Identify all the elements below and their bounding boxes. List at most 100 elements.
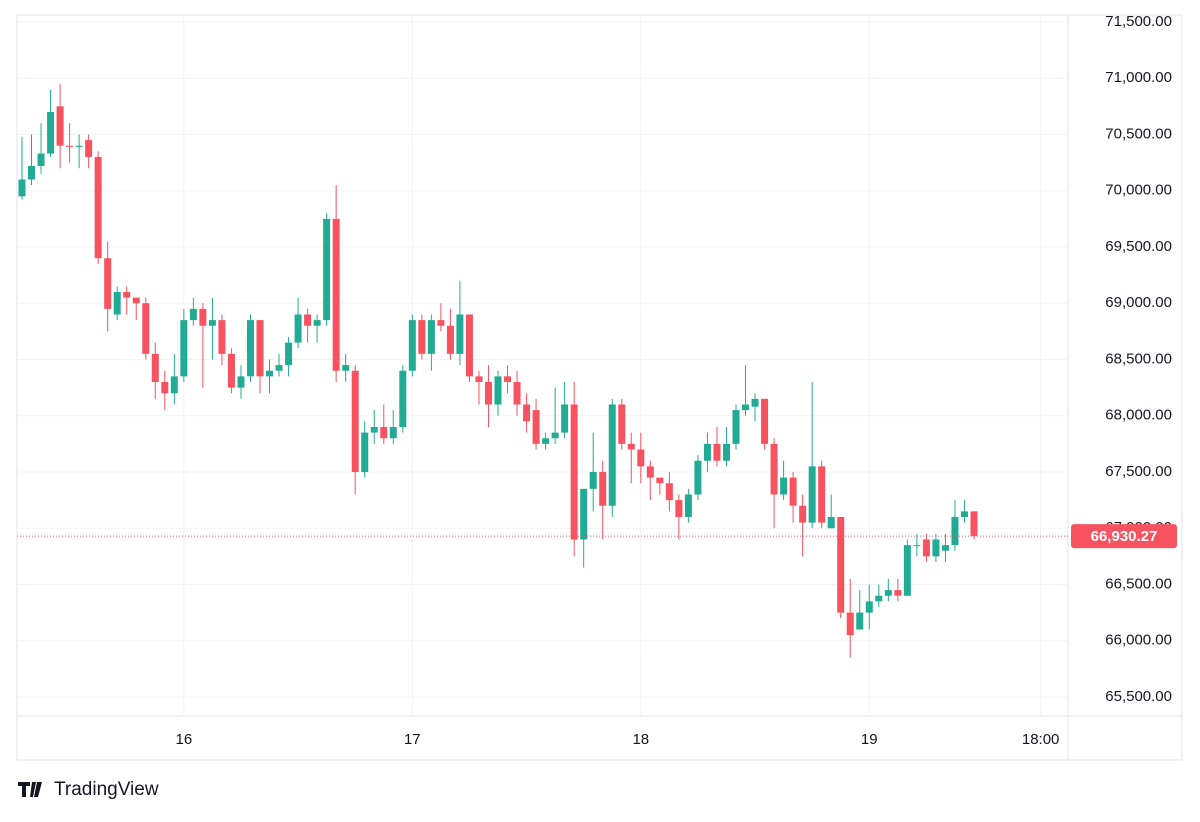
- candle-body: [494, 376, 502, 405]
- candle-body: [180, 320, 188, 377]
- candle-body: [37, 153, 45, 166]
- candle-body: [570, 404, 578, 540]
- candle-body: [913, 545, 921, 547]
- y-tick-label: 66,000.00: [1105, 632, 1172, 649]
- candle-body: [161, 381, 169, 394]
- candle-body: [18, 179, 26, 197]
- candle-body: [722, 443, 730, 461]
- candle-body: [599, 471, 607, 506]
- candle-body: [370, 426, 378, 433]
- candle-body: [113, 291, 121, 315]
- candle-body: [389, 426, 397, 439]
- candle-body: [523, 404, 531, 422]
- candle-body: [789, 477, 797, 506]
- y-tick-label: 67,500.00: [1105, 463, 1172, 480]
- candle-body: [380, 426, 388, 439]
- candle-body: [123, 291, 131, 298]
- candle-body: [665, 483, 673, 501]
- candle-body: [846, 612, 854, 636]
- candle-body: [932, 539, 940, 557]
- candle-body: [827, 516, 835, 529]
- candle-body: [960, 511, 968, 517]
- candle-body: [427, 320, 435, 354]
- candle-body: [151, 353, 159, 382]
- candle-body: [285, 342, 293, 366]
- candle-body: [694, 460, 702, 495]
- candle-body: [865, 601, 873, 613]
- candle-body: [894, 590, 902, 596]
- candle-body: [475, 376, 483, 382]
- candle-body: [142, 303, 150, 354]
- last-price-box: [1071, 524, 1177, 549]
- candle-body: [484, 381, 492, 405]
- candle-body: [256, 320, 264, 377]
- candle-body: [437, 320, 445, 326]
- y-tick-label: 69,500.00: [1105, 238, 1172, 255]
- candle-body: [837, 516, 845, 613]
- candle-body: [418, 320, 426, 354]
- candle-body: [237, 376, 245, 388]
- candle-body: [903, 545, 911, 596]
- candle-body: [799, 505, 807, 523]
- candle-body: [104, 258, 112, 309]
- candle-body: [342, 365, 350, 371]
- candle-body: [941, 545, 949, 551]
- y-tick-label: 65,500.00: [1105, 688, 1172, 705]
- candle-body: [170, 376, 178, 394]
- candle-body: [656, 477, 664, 484]
- logo: [18, 782, 42, 797]
- frame: [16, 14, 1183, 761]
- candle-body: [713, 443, 721, 461]
- y-tick-label: 71,000.00: [1105, 69, 1172, 86]
- candle-body: [646, 466, 654, 478]
- x-tick-label: 19: [861, 731, 878, 748]
- candle-body: [780, 477, 788, 495]
- candle-body: [227, 353, 235, 388]
- x-tick-label: 18: [632, 731, 649, 748]
- candle-body: [542, 438, 550, 444]
- candle-body: [732, 410, 740, 444]
- candle-body: [361, 432, 369, 472]
- candle-body: [637, 449, 645, 467]
- candle-body: [56, 106, 64, 146]
- x-tick-label: 17: [404, 731, 421, 748]
- y-tick-label: 68,500.00: [1105, 350, 1172, 367]
- candle-body: [199, 308, 207, 326]
- candle-body: [456, 314, 464, 354]
- candle-body: [465, 314, 473, 377]
- candle-body: [75, 145, 83, 147]
- candle-body: [351, 370, 359, 472]
- y-tick-label: 70,000.00: [1105, 182, 1172, 199]
- candle-body: [66, 145, 74, 147]
- candle-body: [589, 471, 597, 489]
- candle-body: [304, 314, 312, 326]
- candle-body: [94, 156, 102, 259]
- candle-body: [446, 325, 454, 354]
- x-tick-label: 18:00: [1022, 731, 1060, 748]
- grid: [17, 15, 1068, 716]
- candle-body: [808, 466, 816, 523]
- candle-body: [684, 494, 692, 517]
- candle-body: [922, 539, 930, 557]
- candle-body: [85, 140, 93, 157]
- candle-body: [742, 404, 750, 411]
- candle-body: [627, 443, 635, 450]
- candle-body: [875, 595, 883, 602]
- candle-body: [208, 320, 216, 326]
- candle-body: [618, 404, 626, 444]
- candle-body: [47, 111, 55, 154]
- candle-body: [399, 370, 407, 427]
- candle-body: [580, 488, 588, 540]
- y-tick-label: 70,500.00: [1105, 125, 1172, 142]
- y-tick-label: 69,000.00: [1105, 294, 1172, 311]
- candle-body: [770, 443, 778, 495]
- candle-body: [408, 320, 416, 371]
- candle-body: [703, 443, 711, 461]
- last-price-label: 66,930.27: [1091, 528, 1158, 545]
- candle-body: [818, 466, 826, 523]
- candle-body: [532, 410, 540, 444]
- candle-body: [761, 398, 769, 444]
- candle-body: [884, 590, 892, 596]
- candle-body: [246, 320, 254, 377]
- candle-body: [513, 381, 521, 405]
